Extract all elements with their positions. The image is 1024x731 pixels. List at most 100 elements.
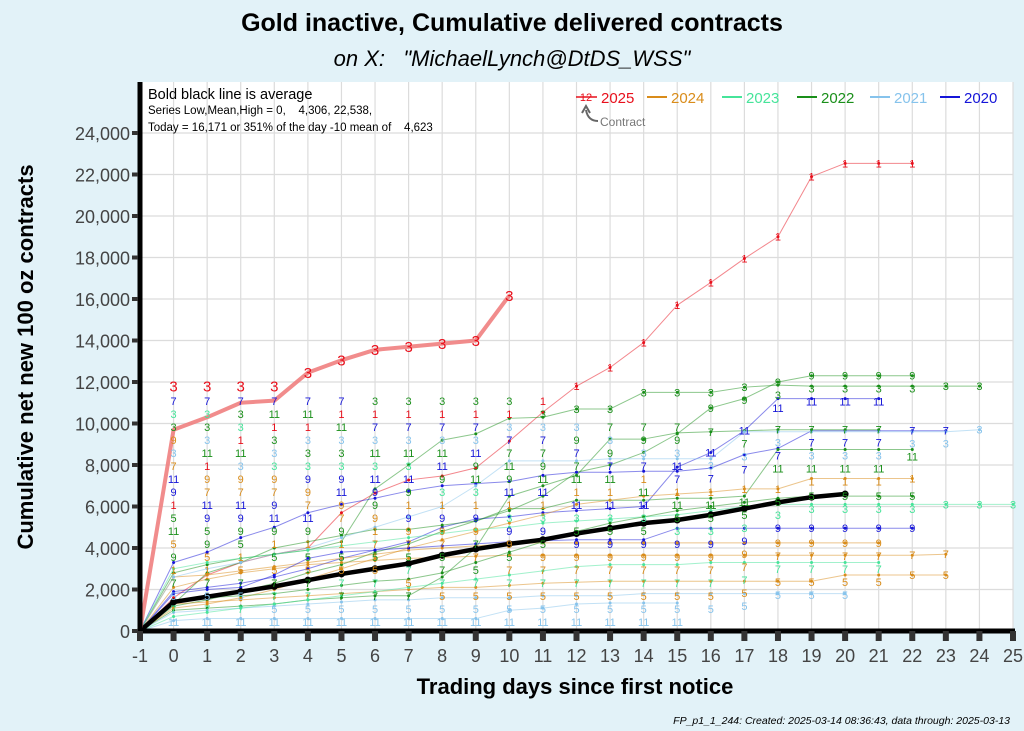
data-point — [575, 473, 578, 477]
data-point-label: 3 — [607, 404, 613, 416]
y-tick-mark — [132, 629, 138, 633]
series-2024-1-line — [139, 477, 913, 632]
data-point-label: 3 — [171, 409, 177, 421]
data-point — [642, 515, 646, 519]
data-point — [810, 526, 814, 530]
data-point-label: 11 — [168, 617, 179, 629]
data-point-label: 1 — [305, 539, 311, 551]
data-point-label: 11 — [604, 617, 615, 629]
data-point-label: 11 — [470, 617, 481, 629]
data-point — [575, 538, 578, 542]
data-point — [810, 447, 814, 451]
data-point — [272, 525, 276, 529]
data-point — [843, 428, 847, 432]
x-tick-mark — [271, 631, 278, 641]
average-point — [673, 516, 681, 524]
x-tick-mark — [405, 631, 412, 641]
data-point — [239, 581, 243, 585]
data-point — [507, 480, 511, 484]
data-point-label: 7 — [473, 578, 479, 590]
data-point-label: 3 — [775, 438, 781, 450]
data-point — [339, 600, 343, 604]
data-point-label: 5 — [338, 604, 344, 616]
average-point — [640, 519, 648, 527]
data-point-label: 5 — [473, 565, 479, 577]
data-point-label: 9 — [674, 552, 680, 564]
x-tick-mark — [237, 631, 244, 641]
data-point — [306, 540, 310, 544]
data-point-label: 9 — [305, 526, 311, 538]
data-point-label: 11 — [470, 474, 481, 486]
data-point — [675, 592, 679, 596]
data-point-label: 7 — [741, 439, 747, 451]
legend-entry-2025: 2025 — [601, 90, 634, 107]
data-point-label: 7 — [171, 604, 177, 616]
data-point-label: 1 — [775, 484, 781, 496]
data-point-label: 9 — [842, 371, 848, 383]
data-point — [608, 365, 612, 369]
contract-series — [139, 161, 1015, 632]
data-point — [642, 553, 646, 557]
data-point-label: 7 — [876, 551, 882, 563]
data-point-label: 3 — [406, 396, 412, 408]
data-point-label: 7 — [573, 565, 579, 577]
data-point-label: 5 — [473, 604, 479, 616]
data-point — [742, 561, 746, 565]
data-point-label: 11 — [537, 617, 548, 629]
data-point — [877, 384, 881, 388]
x-tick-label: 2 — [236, 646, 246, 666]
chart-title: Gold inactive, Cumulative delivered cont… — [241, 9, 783, 37]
data-point-label: 7 — [439, 539, 445, 551]
data-point — [205, 588, 209, 591]
data-point-label: 9 — [238, 526, 244, 538]
data-point — [507, 507, 511, 511]
data-point-label: 7 — [808, 551, 814, 563]
data-point-label: 9 — [406, 487, 412, 499]
data-point — [205, 571, 209, 575]
data-point-label: 3 — [238, 461, 244, 473]
data-point-label: 7 — [338, 396, 344, 408]
data-point — [440, 575, 444, 579]
data-point-label: 7 — [506, 435, 512, 447]
legend-label: 2023 — [746, 90, 779, 107]
data-point-label: 11 — [739, 426, 750, 438]
data-point — [877, 573, 881, 577]
data-point — [306, 546, 310, 550]
data-point-label: 7 — [943, 426, 949, 438]
data-point-label: 5 — [372, 552, 378, 564]
data-point-label: 11 — [504, 461, 515, 473]
data-point-label: 1 — [674, 487, 680, 499]
data-point — [944, 552, 948, 556]
data-point-label: 3 — [438, 336, 446, 353]
data-point-label: 9 — [439, 513, 445, 525]
data-point-label: 3 — [775, 390, 781, 402]
data-point-label: 11 — [235, 448, 246, 460]
data-point-label: 3 — [976, 499, 982, 511]
data-point — [239, 604, 243, 608]
data-point-label: 7 — [271, 591, 277, 603]
data-point-label: 7 — [842, 425, 848, 437]
data-point — [172, 585, 176, 589]
data-point — [742, 553, 746, 557]
data-point-label: 9 — [271, 526, 277, 538]
data-point — [843, 161, 847, 165]
data-point-label: 9 — [506, 474, 512, 486]
data-point — [373, 590, 377, 594]
data-point — [474, 519, 478, 523]
data-point-label: 7 — [808, 425, 814, 437]
data-point-label: 7 — [674, 578, 680, 590]
data-point — [742, 430, 746, 434]
data-point-label: 5 — [271, 552, 277, 564]
data-point-label: 1 — [607, 362, 613, 374]
data-point-label: 3 — [842, 504, 848, 516]
x-tick-label: 7 — [404, 646, 414, 666]
data-point-label: 11 — [638, 500, 649, 512]
data-point-label: 1 — [607, 487, 613, 499]
data-point — [742, 526, 746, 530]
data-point — [910, 476, 914, 480]
data-point-label: 5 — [641, 526, 647, 538]
data-point-label: 1 — [808, 477, 814, 489]
data-point — [339, 544, 343, 548]
x-tick-label: 13 — [600, 646, 620, 666]
x-tick-mark — [204, 631, 211, 641]
